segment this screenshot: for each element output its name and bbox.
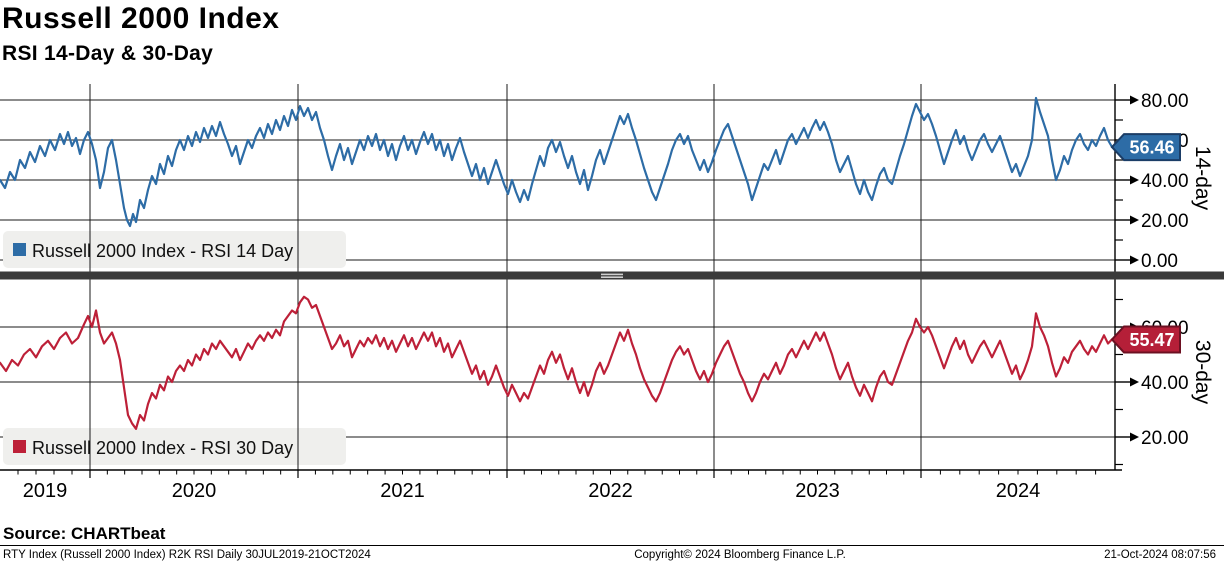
source-label: Source: CHARTbeat bbox=[3, 524, 166, 543]
ytick-arrow bbox=[1130, 255, 1139, 265]
page-subtitle: RSI 14-Day & 30-Day bbox=[2, 42, 214, 65]
footer-separator bbox=[0, 545, 1224, 546]
ytick-label: 40.00 bbox=[1141, 373, 1189, 394]
ytick-label: 20.00 bbox=[1141, 428, 1189, 449]
legend-box-rsi14[interactable] bbox=[3, 231, 346, 268]
rsi30-line bbox=[0, 295, 1114, 430]
ytick-label: 40.00 bbox=[1141, 171, 1189, 192]
ytick-arrow bbox=[1130, 432, 1139, 442]
legend-marker-rsi30 bbox=[13, 440, 26, 453]
rsi30-axis-title: 30-day bbox=[1191, 340, 1214, 405]
footer-copyright: Copyright© 2024 Bloomberg Finance L.P. bbox=[634, 549, 846, 561]
rsi14-line bbox=[0, 96, 1114, 228]
rsi14-axis-title: 14-day bbox=[1191, 146, 1214, 211]
legend-marker-rsi14 bbox=[13, 243, 26, 256]
ytick-arrow bbox=[1130, 215, 1139, 225]
rsi30-value-badge bbox=[1110, 325, 1181, 354]
ytick-arrow bbox=[1130, 377, 1139, 387]
ytick-arrow bbox=[1130, 95, 1139, 105]
footer-timestamp: 21-Oct-2024 08:07:56 bbox=[1104, 549, 1216, 561]
year-label: 2019 bbox=[23, 480, 68, 502]
legend-box-rsi30[interactable] bbox=[3, 428, 346, 465]
ytick-label: 20.00 bbox=[1141, 211, 1189, 232]
ytick-label: 0.00 bbox=[1141, 251, 1178, 272]
panel-divider[interactable] bbox=[0, 271, 1224, 280]
legend-label-rsi30: Russell 2000 Index - RSI 30 Day bbox=[32, 438, 293, 458]
rsi14-value-badge-text: 56.46 bbox=[1129, 138, 1174, 158]
year-label: 2022 bbox=[588, 480, 633, 502]
ytick-arrow bbox=[1130, 175, 1139, 185]
rsi30-value-badge-text: 55.47 bbox=[1129, 330, 1174, 350]
ytick-label: 80.00 bbox=[1141, 91, 1189, 112]
rsi14-value-badge bbox=[1110, 133, 1181, 162]
footer-security-info: RTY Index (Russell 2000 Index) R2K RSI D… bbox=[3, 549, 371, 561]
year-label: 2021 bbox=[380, 480, 425, 502]
year-label: 2020 bbox=[172, 480, 217, 502]
divider-grip-icon bbox=[601, 273, 623, 276]
legend-label-rsi14: Russell 2000 Index - RSI 14 Day bbox=[32, 241, 293, 261]
year-label: 2024 bbox=[996, 480, 1041, 502]
year-label: 2023 bbox=[795, 480, 840, 502]
divider-grip-icon bbox=[601, 276, 623, 278]
page-title: Russell 2000 Index bbox=[2, 2, 280, 35]
